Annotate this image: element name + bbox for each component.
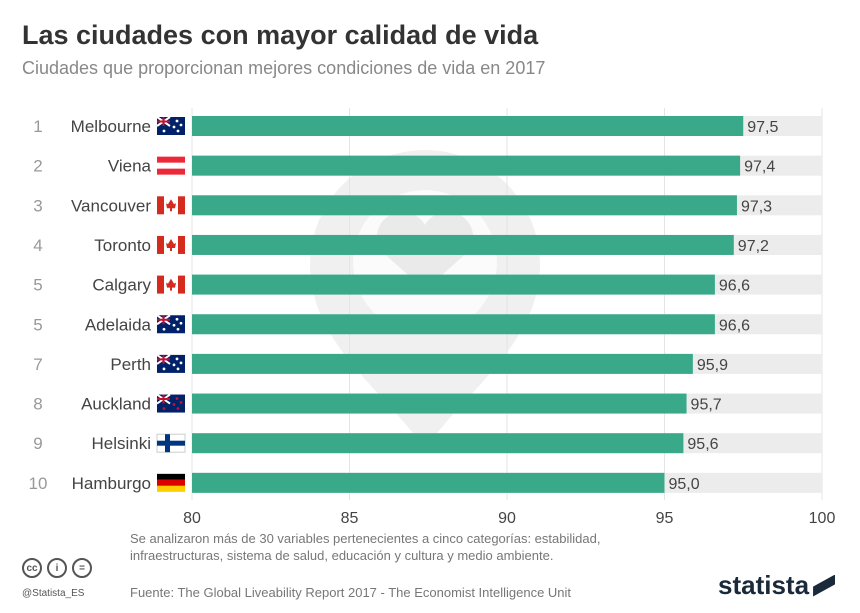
x-tick-label: 95 [656,510,674,527]
x-tick-label: 80 [183,510,201,527]
rank-label: 5 [33,315,42,334]
x-tick-label: 85 [341,510,359,527]
source-text: Fuente: The Global Liveability Report 20… [130,585,572,600]
bar-row-melbourne: 1 Melbourne 97,5 [33,116,822,136]
value-label: 97,2 [738,238,769,255]
city-label: Auckland [81,395,151,414]
bar [192,274,715,295]
value-label: 96,6 [719,278,750,295]
bar-row-helsinki: 9 Helsinki 95,6 [33,433,822,454]
value-label: 95,6 [687,436,718,453]
flag-austria-icon [157,156,185,175]
rank-label: 4 [33,236,42,255]
city-label: Helsinki [91,434,151,453]
rank-label: 9 [33,434,42,453]
x-tick-label: 100 [809,510,836,527]
city-label: Melbourne [71,117,151,136]
flag-australia-icon [156,354,185,373]
bar-row-toronto: 4 Toronto 97,2 [33,234,822,255]
location-heart-watermark [310,150,540,450]
rank-label: 10 [29,474,48,493]
chart-subtitle: Ciudades que proporcionan mejores condic… [22,58,546,78]
flag-finland-icon [156,433,186,453]
bar [192,314,715,335]
statista-logo[interactable]: statista [718,570,836,601]
rank-label: 8 [33,395,42,414]
bar [192,234,734,255]
flag-canada-icon [157,275,185,294]
flag-canada-icon [157,196,185,215]
x-tick-label: 90 [498,510,516,527]
bar [192,472,665,493]
value-label: 96,6 [719,317,750,334]
bar-row-calgary: 5 Calgary 96,6 [33,274,822,295]
city-label: Viena [108,157,152,176]
bar [192,155,741,176]
rank-label: 3 [33,196,42,215]
bar-row-perth: 7 Perth 95,9 [33,353,822,374]
city-label: Vancouver [71,196,151,215]
footnote: Se analizaron más de 30 variables perten… [130,531,601,563]
flag-australia-icon [156,116,185,135]
flag-new-zealand-icon [156,393,185,413]
bar-row-viena: 2 Viena 97,4 [33,155,822,176]
value-label: 95,9 [697,357,728,374]
twitter-handle: @Statista_ES [22,588,85,599]
value-label: 95,0 [669,476,700,493]
bar [192,195,737,216]
flag-germany-icon [157,473,185,492]
rank-label: 1 [33,117,42,136]
bar [192,393,687,414]
cc-icon: cc [22,558,42,578]
city-label: Hamburgo [72,474,151,493]
bar [192,353,693,374]
city-label: Adelaida [85,315,152,334]
bar-row-hamburgo: 10 Hamburgo 95,0 [29,472,822,493]
license-icons: cc i = [22,558,92,578]
city-label: Calgary [92,276,151,295]
rank-label: 2 [33,157,42,176]
flag-canada-icon [157,235,185,254]
city-label: Perth [110,355,151,374]
rank-label: 5 [33,276,42,295]
value-label: 97,3 [741,198,772,215]
value-label: 97,5 [747,119,778,136]
bar-row-vancouver: 3 Vancouver 97,3 [33,195,822,216]
flag-australia-icon [156,314,185,334]
attribution-icon: i [47,558,67,578]
city-label: Toronto [94,236,151,255]
rank-label: 7 [33,355,42,374]
bar [192,433,684,454]
bar-row-auckland: 8 Auckland 95,7 [33,393,822,414]
value-label: 97,4 [744,159,775,176]
statista-logo-icon [813,574,836,597]
no-derivatives-icon: = [72,558,92,578]
bar-row-adelaida: 5 Adelaida 96,6 [33,314,822,335]
bar [192,116,744,136]
value-label: 95,7 [691,397,722,414]
chart-title: Las ciudades con mayor calidad de vida [22,20,539,50]
